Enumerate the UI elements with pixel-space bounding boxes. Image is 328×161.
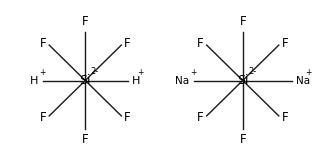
Text: H: H: [30, 76, 39, 85]
Text: H: H: [132, 76, 140, 85]
Text: F: F: [40, 37, 46, 50]
Text: Na: Na: [175, 76, 190, 85]
Text: F: F: [124, 111, 131, 124]
Text: Na: Na: [296, 76, 310, 85]
Text: F: F: [197, 111, 204, 124]
Text: F: F: [239, 133, 246, 146]
Text: F: F: [40, 111, 46, 124]
Text: F: F: [82, 133, 89, 146]
Text: 2-: 2-: [248, 67, 256, 76]
Text: +: +: [191, 68, 197, 77]
Text: +: +: [137, 68, 144, 77]
Text: Si: Si: [237, 74, 249, 87]
Text: 2-: 2-: [91, 67, 99, 76]
Text: +: +: [305, 68, 312, 77]
Text: F: F: [82, 15, 89, 28]
Text: F: F: [239, 15, 246, 28]
Text: F: F: [124, 37, 131, 50]
Text: +: +: [40, 68, 46, 77]
Text: F: F: [282, 37, 288, 50]
Text: F: F: [282, 111, 288, 124]
Text: Si: Si: [79, 74, 91, 87]
Text: F: F: [197, 37, 204, 50]
